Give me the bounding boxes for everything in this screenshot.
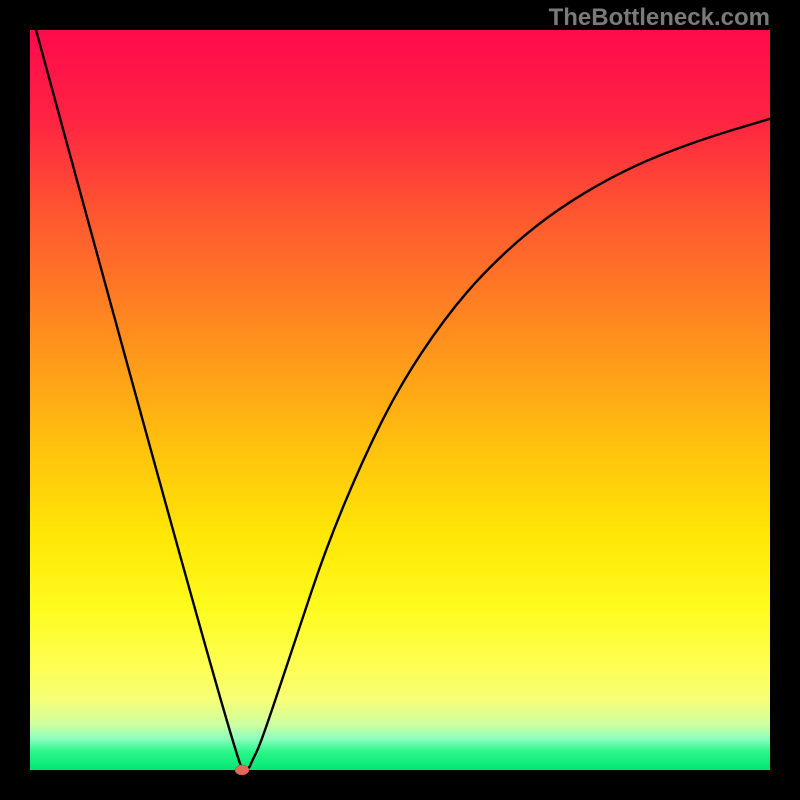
bottleneck-curve (0, 0, 800, 800)
chart-frame: TheBottleneck.com (0, 0, 800, 800)
watermark-label: TheBottleneck.com (549, 4, 770, 32)
optimum-marker (233, 761, 251, 779)
